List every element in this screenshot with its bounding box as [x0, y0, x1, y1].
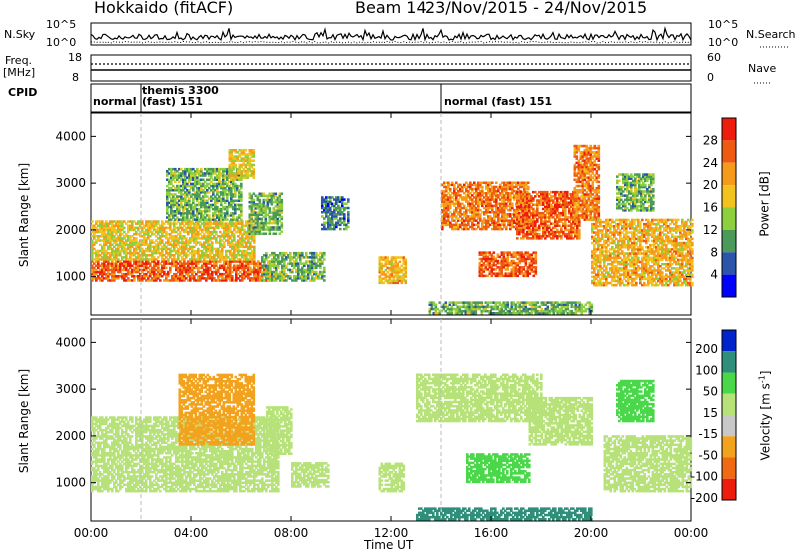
- power-cell: [161, 239, 164, 242]
- power-cell: [323, 275, 326, 278]
- power-cell: [165, 267, 168, 270]
- power-cell: [215, 231, 218, 234]
- power-cell: [535, 266, 538, 269]
- power-cell: [259, 199, 262, 202]
- power-cell: [253, 164, 256, 167]
- power-cell: [323, 267, 326, 270]
- power-cell: [281, 222, 284, 225]
- power-cell: [516, 237, 519, 240]
- power-cell: [323, 279, 326, 282]
- power-cell: [135, 237, 138, 240]
- power-cell: [240, 204, 243, 207]
- power-cell: [518, 212, 521, 215]
- power-cell: [495, 182, 498, 185]
- power-cell: [265, 252, 268, 255]
- freq-panel-frame: [91, 55, 691, 81]
- power-cell: [240, 183, 243, 186]
- power-cell: [487, 275, 490, 278]
- power-cell: [527, 182, 530, 185]
- power-cell: [145, 239, 148, 242]
- power-cell: [275, 193, 278, 196]
- power-cell: [481, 186, 484, 189]
- power-cell: [343, 213, 346, 216]
- power-cell: [493, 251, 496, 254]
- power-cell: [533, 275, 536, 278]
- radar-summary-figure: 00:00 04:00 08:00 12:00 16:00 20:00 00:0010002…: [0, 0, 800, 554]
- power-cell: [281, 193, 284, 196]
- power-cell: [399, 261, 402, 264]
- power-cell: [339, 228, 342, 231]
- power-cell: [343, 198, 346, 201]
- power-cell: [253, 149, 256, 152]
- power-heatmap: [91, 145, 694, 315]
- power-cell: [405, 258, 408, 261]
- power-cell: [329, 207, 332, 210]
- power-cell: [387, 256, 390, 259]
- power-cell: [347, 207, 350, 210]
- power-cell: [347, 198, 350, 201]
- power-cell: [184, 172, 187, 175]
- power-cell: [231, 275, 234, 278]
- power-cell: [157, 220, 160, 223]
- power-cell: [117, 258, 120, 261]
- power-cell: [527, 186, 530, 189]
- power-cell: [235, 164, 238, 167]
- power-cell: [491, 182, 494, 185]
- power-cell: [208, 214, 211, 217]
- power-cell: [281, 216, 284, 219]
- power-cell: [535, 251, 538, 254]
- power-cell: [253, 239, 256, 242]
- power-cell: [517, 275, 520, 278]
- power-cell: [253, 246, 256, 249]
- power-cell: [511, 203, 514, 206]
- power-cell: [305, 252, 308, 255]
- power-cell: [275, 233, 278, 236]
- power-cell: [463, 205, 466, 208]
- power-cell: [211, 241, 214, 244]
- power-cell: [265, 233, 268, 236]
- power-cell: [200, 168, 203, 171]
- power-cell: [323, 252, 326, 255]
- power-cell: [323, 258, 326, 261]
- power-cell: [527, 275, 530, 278]
- power-cell: [405, 280, 408, 283]
- power-cell: [449, 207, 452, 210]
- power-cell: [253, 168, 256, 171]
- power-cell: [281, 199, 284, 202]
- power-cell: [449, 188, 452, 191]
- power-cell: [245, 149, 248, 152]
- power-cell: [240, 191, 243, 194]
- power-cell: [253, 160, 256, 163]
- power-cell: [491, 275, 494, 278]
- power-cell: [289, 252, 292, 255]
- power-cell: [281, 230, 284, 233]
- power-cell: [301, 252, 304, 255]
- power-cell: [253, 172, 256, 175]
- power-cell: [91, 220, 94, 223]
- power-cell: [347, 226, 350, 229]
- power-cell: [253, 199, 256, 202]
- power-cell: [159, 279, 162, 282]
- power-cell: [185, 237, 188, 240]
- noise-panel-frame: [91, 23, 691, 45]
- power-cell: [337, 205, 340, 208]
- power-cell: [240, 218, 243, 221]
- power-cell: [405, 273, 408, 276]
- power-cell: [491, 207, 494, 210]
- power-cell: [281, 224, 284, 227]
- power-cell: [226, 218, 229, 221]
- power-cell: [289, 275, 292, 278]
- power-cell: [347, 211, 350, 214]
- power-cell: [123, 227, 126, 230]
- power-cell: [269, 207, 272, 210]
